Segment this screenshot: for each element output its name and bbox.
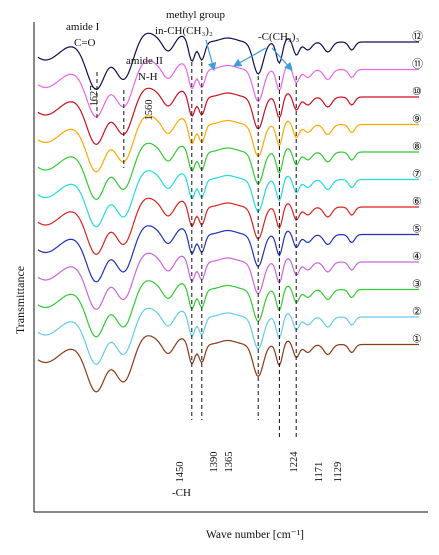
series-line-9	[37, 115, 419, 173]
tick-1224: 1224	[289, 451, 300, 473]
arrow-methyl	[205, 39, 217, 72]
tick-1171: 1171	[314, 462, 325, 483]
annotation-ch: -CH	[172, 487, 191, 499]
series-label-text-7: ⑦	[412, 169, 422, 181]
annotation-amide-ii-number: 1560	[144, 100, 155, 121]
series-label-5: ⑤	[412, 224, 422, 236]
tick-1365: 1365	[224, 452, 235, 473]
annotation-amide-i-number: 1627	[89, 86, 100, 107]
series-label-text-1: ①	[412, 334, 422, 346]
series-label-text-8: ⑧	[412, 141, 422, 153]
series-label-text-10: ⑩	[412, 86, 422, 98]
series-line-10	[37, 87, 419, 146]
series-label-6: ⑥	[412, 196, 422, 208]
series-label-3: ③	[412, 279, 422, 291]
series-line-3	[37, 280, 419, 338]
annotation-tert-butyl: -C(CH₃)₃	[258, 31, 299, 43]
series-label-11: ⑪	[412, 58, 423, 71]
series-label-text-4: ④	[412, 251, 422, 263]
series-label-4: ④	[412, 251, 422, 263]
annotation-amide-i-title: amide I	[66, 21, 100, 33]
series-line-11	[37, 60, 419, 118]
series-label-text-6: ⑥	[412, 196, 422, 208]
series-label-8: ⑧	[412, 141, 422, 153]
series-label-text-5: ⑤	[412, 224, 422, 236]
series-line-2	[37, 307, 419, 366]
annotation-amide-ii-title: amide II	[126, 55, 163, 67]
series-label-2: ②	[412, 306, 422, 318]
series-label-1: ①	[412, 334, 422, 346]
series-line-5	[37, 225, 419, 283]
series-line-12	[37, 32, 419, 91]
arrow-tert-butyl-left	[232, 47, 267, 67]
x-axis-label: Wave number [cm⁻¹]	[206, 529, 304, 541]
series-line-1	[37, 335, 419, 393]
annotation-amide-ii-bond: N-H	[138, 71, 158, 83]
tick-1390: 1390	[209, 452, 220, 473]
series-label-text-11: ⑪	[412, 58, 423, 71]
series-label-9: ⑨	[412, 114, 422, 126]
tick-1450: 1450	[175, 462, 186, 483]
series-labels: ① ② ③ ④ ⑤ ⑥ ⑦ ⑧ ⑨ ⑩ ⑪ ⑫	[412, 30, 423, 346]
annotation-amide-i-bond: C=O	[74, 37, 96, 49]
series-line-4	[37, 252, 419, 311]
series-label-text-9: ⑨	[412, 114, 422, 126]
series-line-6	[37, 197, 419, 256]
y-axis-label: Transmittance	[13, 266, 27, 334]
series-label-text-2: ②	[412, 306, 422, 318]
series-label-7: ⑦	[412, 169, 422, 181]
series-label-text-12: ⑫	[412, 30, 423, 43]
series-layer	[37, 32, 419, 393]
series-line-7	[37, 170, 419, 228]
series-label-text-3: ③	[412, 279, 422, 291]
series-label-10: ⑩	[412, 86, 422, 98]
peak-guides	[96, 62, 297, 440]
wavenumber-ticks: 1450 1390 1365 1224 1171 1129	[175, 451, 344, 483]
tick-1129: 1129	[333, 462, 344, 483]
annotation-methyl-group: in-CH(CH₃)₂	[155, 25, 213, 37]
arrow-tert-butyl-right	[271, 47, 293, 71]
series-label-12: ⑫	[412, 30, 423, 43]
series-line-8	[37, 142, 419, 201]
annotation-methyl-title: methyl group	[166, 9, 225, 21]
